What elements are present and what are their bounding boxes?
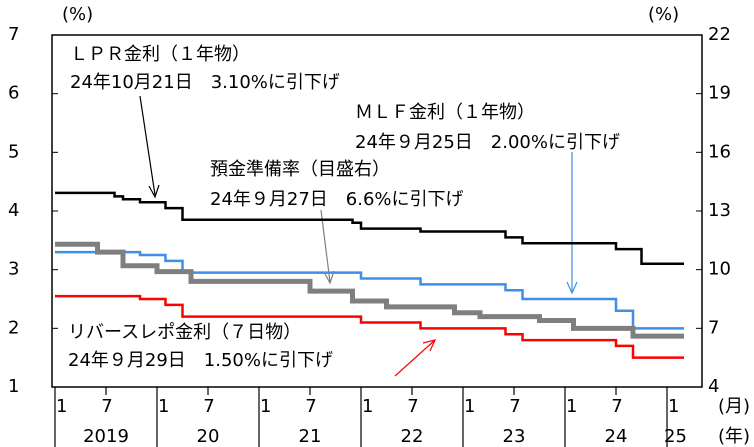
arrow <box>139 95 156 196</box>
y2-tick-label: 19 <box>708 83 731 104</box>
y2-tick-label: 7 <box>708 317 719 338</box>
y-tick-label: 6 <box>8 83 19 104</box>
y2-tick-label: 22 <box>708 24 731 45</box>
y-tick-label: 7 <box>8 24 19 45</box>
y-tick-label: 5 <box>8 141 19 162</box>
arrow <box>394 339 436 377</box>
year-label: 23 <box>503 426 526 447</box>
year-label: 2019 <box>83 426 129 447</box>
arrow-head <box>323 270 335 285</box>
y2-tick-label: 4 <box>708 376 719 397</box>
x-tick-label: 1 <box>362 396 373 417</box>
arrows <box>139 95 578 377</box>
year-label: 22 <box>401 426 424 447</box>
series-name: ＭＬＦ金利（１年物） <box>355 102 535 123</box>
x-tick-label: 1 <box>464 396 475 417</box>
x-tick-label: 7 <box>611 396 622 417</box>
x-tick-label: 7 <box>407 396 418 417</box>
x-tick-label: 1 <box>566 396 577 417</box>
series-line <box>55 191 684 266</box>
x-tick-label: 1 <box>260 396 271 417</box>
year-unit: (年) <box>718 426 750 447</box>
x-tick-label: 7 <box>305 396 316 417</box>
year-label: 20 <box>197 426 220 447</box>
series-note: 24年９月27日 6.6%に引下げ <box>210 189 464 210</box>
arrow <box>320 209 331 283</box>
y2-axis-label: (%) <box>648 4 679 25</box>
series-line <box>55 294 684 359</box>
month-unit: (月) <box>718 396 750 417</box>
series-name: ＬＰＲ金利（１年物） <box>70 44 250 65</box>
y-axis-label: (%) <box>62 4 93 25</box>
arrow-head <box>422 339 437 352</box>
arrow-head <box>148 184 160 199</box>
x-tick-label: 1 <box>56 396 67 417</box>
x-tick-label: 7 <box>509 396 520 417</box>
year-label: 21 <box>299 426 322 447</box>
series-line <box>55 250 684 330</box>
y-tick-label: 2 <box>8 317 19 338</box>
series-note: 24年10月21日 3.10%に引下げ <box>70 72 340 93</box>
x-tick-label: 1 <box>158 396 169 417</box>
series-note: 24年９月25日 2.00%に引下げ <box>355 132 620 153</box>
y2-tick-label: 16 <box>708 141 731 162</box>
x-tick-label: 7 <box>203 396 214 417</box>
x-tick-label: 1 <box>668 396 679 417</box>
year-label: 25 <box>664 426 687 447</box>
series-name: 預金準備率（目盛右） <box>210 159 390 180</box>
y-tick-label: 1 <box>8 376 19 397</box>
y-tick-label: 4 <box>8 200 19 221</box>
y2-tick-label: 10 <box>708 259 731 280</box>
x-tick-label: 7 <box>101 396 112 417</box>
series-line <box>55 241 684 339</box>
y2-tick-label: 13 <box>708 200 731 221</box>
y-tick-label: 3 <box>8 259 19 280</box>
arrow-head <box>566 281 578 295</box>
series-name: リバースレポ金利（７日物） <box>68 322 301 343</box>
year-label: 24 <box>605 426 628 447</box>
series-note: 24年９月29日 1.50%に引下げ <box>68 350 333 371</box>
